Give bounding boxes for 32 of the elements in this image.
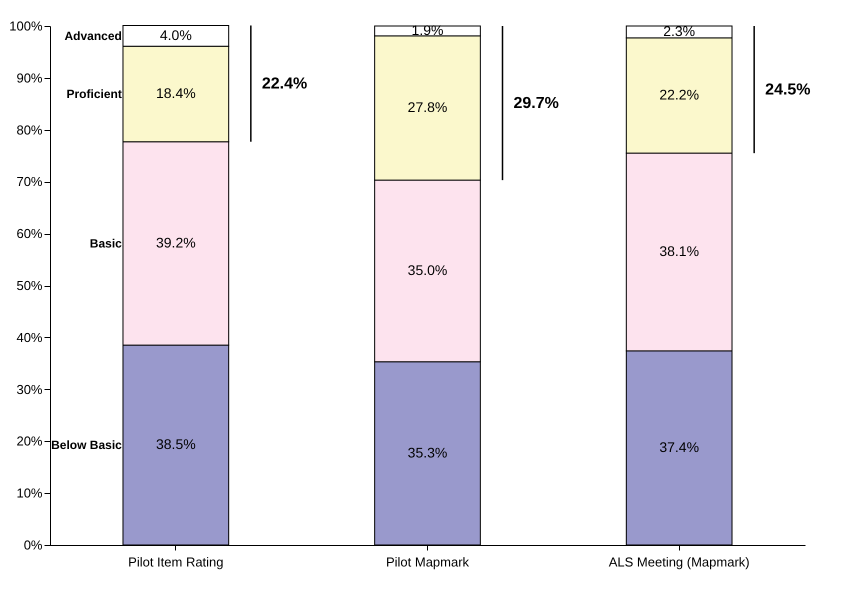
y-tick-label: 80%	[16, 122, 43, 138]
y-tick-label: 40%	[16, 330, 43, 345]
y-tick-label: 70%	[16, 174, 43, 190]
y-tick-label: 60%	[16, 226, 43, 242]
data-label: 38.5%	[156, 436, 196, 452]
y-tick-label: 10%	[16, 486, 43, 501]
data-label: 2.3%	[663, 22, 696, 39]
y-tick-label: 20%	[16, 434, 43, 449]
data-label: 39.2%	[156, 234, 196, 250]
x-tick-label: Pilot Item Rating	[128, 554, 224, 570]
y-tick-label: 0%	[24, 538, 43, 552]
y-tick-label: 50%	[16, 278, 43, 293]
series-label: Advanced	[64, 28, 122, 43]
data-label: 27.8%	[408, 99, 448, 115]
y-tick-label: 30%	[16, 382, 43, 397]
data-label: 35.0%	[408, 262, 448, 278]
y-tick-label: 90%	[16, 70, 43, 86]
annotation: 22.4%	[262, 76, 308, 93]
data-label: 18.4%	[156, 84, 196, 101]
series-label: Basic	[90, 236, 122, 250]
x-tick-label: ALS Meeting (Mapmark)	[608, 554, 750, 570]
data-label: 4.0%	[160, 26, 192, 43]
y-tick-label: 100%	[9, 18, 43, 34]
series-label: Proficient	[66, 86, 122, 101]
annotation: 24.5%	[765, 82, 811, 99]
annotation: 29.7%	[514, 95, 559, 112]
data-label: 35.3%	[408, 444, 448, 460]
data-label: 38.1%	[659, 243, 700, 260]
series-label: Below Basic	[51, 438, 122, 452]
x-tick-label: Pilot Mapmark	[386, 554, 470, 570]
data-label: 37.4%	[659, 438, 700, 455]
data-label: 22.2%	[659, 86, 700, 103]
